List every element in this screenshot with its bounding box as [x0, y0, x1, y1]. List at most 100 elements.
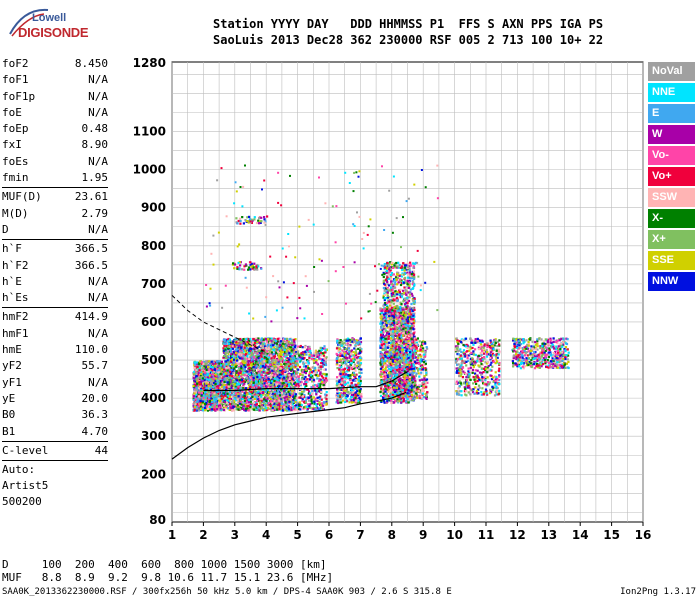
echo-point [239, 375, 242, 378]
echo-point [322, 402, 325, 405]
echo-point [207, 371, 210, 374]
echo-point [218, 376, 221, 379]
echo-point [304, 365, 308, 368]
echo-point [279, 352, 282, 356]
echo-point [305, 369, 308, 373]
echo-point [242, 387, 245, 390]
echo-point [320, 354, 323, 357]
echo-point [293, 343, 296, 346]
echo-point [211, 395, 214, 398]
echo-point [312, 370, 315, 373]
echo-point [195, 369, 198, 372]
echo-point [321, 407, 324, 411]
echo-point [251, 408, 254, 411]
echo-point [283, 362, 286, 366]
echo-point [290, 377, 293, 380]
echo-point [240, 367, 243, 370]
echo-point [281, 406, 284, 409]
echo-point [220, 360, 223, 363]
echo-point [256, 406, 259, 409]
echo-point [205, 360, 208, 364]
echo-point [315, 393, 318, 396]
echo-point [276, 395, 279, 399]
echo-point [198, 398, 201, 401]
echo-point [222, 399, 225, 402]
echo-point [237, 346, 240, 349]
echo-point [324, 368, 327, 371]
echo-point [246, 407, 249, 411]
echo-point [284, 353, 287, 357]
echo-point [325, 394, 328, 397]
echo-point [250, 348, 253, 351]
echo-point [252, 379, 255, 382]
echo-point [217, 392, 220, 395]
echo-point [204, 365, 207, 368]
echo-point [230, 367, 233, 370]
echo-point [227, 347, 231, 350]
echo-point [231, 399, 234, 402]
echo-point [256, 352, 259, 355]
echo-point [194, 380, 197, 383]
echo-point [258, 405, 261, 408]
echo-point [227, 392, 231, 395]
echo-point [238, 344, 241, 347]
echo-point [273, 399, 276, 402]
echo-point [273, 395, 276, 398]
echo-point [287, 385, 291, 388]
echo-point [286, 382, 289, 385]
echo-point [252, 366, 255, 369]
echo-point [226, 364, 229, 367]
echo-point [312, 354, 315, 357]
echo-point [295, 351, 298, 354]
echo-point [274, 364, 278, 367]
echo-point [268, 357, 272, 360]
echo-point [260, 354, 263, 357]
echo-point [229, 360, 232, 363]
echo-point [313, 361, 316, 364]
echo-point [193, 382, 196, 385]
echo-point [301, 398, 304, 401]
echo-point [274, 385, 277, 388]
echo-point [260, 378, 263, 381]
echo-point [248, 339, 251, 343]
echo-point [281, 369, 284, 372]
echo-point [262, 407, 265, 410]
echo-point [267, 368, 270, 371]
echo-point [230, 378, 233, 381]
echo-point [274, 340, 277, 343]
echo-point [320, 368, 323, 371]
echo-point [231, 355, 234, 358]
echo-point [196, 403, 199, 406]
echo-point [214, 380, 217, 383]
echo-point [276, 375, 279, 378]
echo-point [273, 388, 276, 391]
echo-point [229, 349, 232, 352]
echo-point [215, 387, 218, 390]
echo-point [260, 362, 263, 365]
echo-point [271, 344, 274, 347]
echo-point [259, 399, 263, 402]
echo-point [245, 389, 248, 392]
echo-point [297, 368, 300, 371]
echo-point [248, 396, 251, 399]
echo-point [255, 407, 258, 410]
echo-point [216, 363, 219, 366]
echo-point [227, 400, 230, 403]
echo-point [288, 342, 291, 345]
echo-point [194, 401, 197, 404]
echo-point [278, 402, 282, 406]
echo-point [250, 391, 253, 394]
echo-point [242, 338, 245, 341]
echo-point [320, 362, 323, 365]
echo-point [233, 345, 236, 348]
echo-point [303, 370, 307, 373]
echo-point [304, 406, 307, 409]
echo-point [295, 384, 298, 387]
echo-point [194, 398, 197, 401]
echo-point [207, 390, 210, 394]
echo-point [264, 376, 267, 379]
echo-point [224, 378, 227, 381]
echo-point [260, 344, 263, 348]
echo-point [193, 409, 196, 412]
echo-point [258, 341, 261, 344]
